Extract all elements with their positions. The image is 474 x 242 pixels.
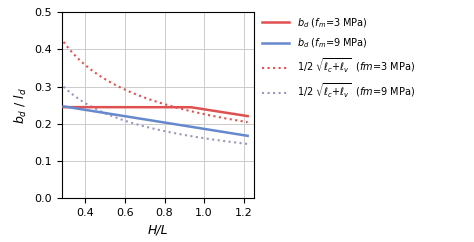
- Y-axis label: $b_d$ / $l_d$: $b_d$ / $l_d$: [12, 87, 28, 124]
- Legend: $b_d$ ($f_m$=3 MPa), $b_d$ ($f_m$=9 MPa), 1/2 $\sqrt{\ell_c{+}\ell_v}$  ($fm$=3 : $b_d$ ($f_m$=3 MPa), $b_d$ ($f_m$=9 MPa)…: [258, 12, 419, 104]
- X-axis label: H/L: H/L: [147, 224, 168, 237]
